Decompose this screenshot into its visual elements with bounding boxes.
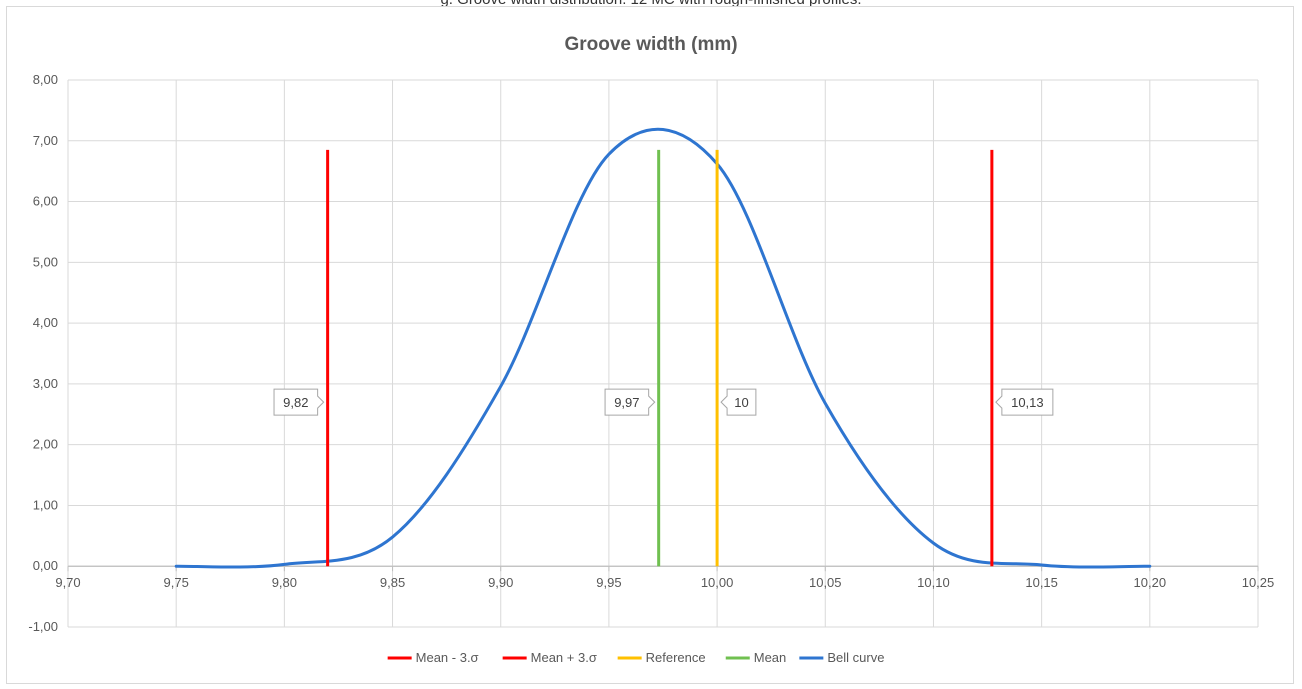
y-tick-label: 3,00 bbox=[33, 376, 58, 391]
y-tick-label: 2,00 bbox=[33, 437, 58, 452]
data-callout-label: 10,13 bbox=[1011, 395, 1044, 410]
legend-item-label: Mean + 3.σ bbox=[531, 650, 597, 665]
legend: Mean - 3.σ Mean + 3.σ Reference Mean Bell cu… bbox=[387, 650, 884, 665]
x-tick-label: 10,15 bbox=[1025, 575, 1058, 590]
y-tick-label: 8,00 bbox=[33, 72, 58, 87]
legend-item-label: Mean bbox=[754, 650, 787, 665]
data-callout-box bbox=[995, 388, 1054, 416]
legend-item-label: Bell curve bbox=[827, 650, 884, 665]
x-tick-label: 9,75 bbox=[164, 575, 189, 590]
figure-caption: g. Groove width distribution. 12 MC with… bbox=[0, 0, 1302, 8]
x-tick-label: 9,95 bbox=[596, 575, 621, 590]
y-tick-label: 7,00 bbox=[33, 133, 58, 148]
x-tick-label: 9,80 bbox=[272, 575, 297, 590]
legend-item-label: Reference bbox=[646, 650, 706, 665]
x-tick-label: 10,25 bbox=[1242, 575, 1275, 590]
legend-item-label: Mean - 3.σ bbox=[416, 650, 479, 665]
chart-area bbox=[6, 6, 1294, 684]
plot-series bbox=[174, 127, 1152, 569]
x-tick-label: 10,10 bbox=[917, 575, 950, 590]
vertical-lines bbox=[326, 149, 994, 567]
y-tick-label: 4,00 bbox=[33, 315, 58, 330]
bell-curve-line bbox=[174, 127, 1152, 569]
y-axis-ticks: 8,00 7,00 6,00 5,00 4,00 3,00 2,00 1,00 0,00 -1,0… bbox=[28, 72, 58, 634]
y-tick-label: 5,00 bbox=[33, 254, 58, 269]
y-tick-label: 1,00 bbox=[33, 497, 58, 512]
y-tick-label: -1,00 bbox=[28, 619, 58, 634]
x-tick-label: 9,85 bbox=[380, 575, 405, 590]
chart-title: Groove width (mm) bbox=[564, 34, 737, 55]
x-tick-label: 10,20 bbox=[1134, 575, 1167, 590]
x-tick-label: 10,00 bbox=[701, 575, 734, 590]
data-callout-label: 10 bbox=[734, 395, 748, 410]
y-tick-label: 0,00 bbox=[33, 558, 58, 573]
data-callout-box bbox=[720, 388, 757, 416]
x-axis-ticks: 9,70 9,75 9,80 9,85 9,90 9,95 10,00 10,05 10,10 1… bbox=[55, 575, 1274, 590]
y-tick-label: 6,00 bbox=[33, 194, 58, 209]
data-callout-label: 9,97 bbox=[614, 395, 639, 410]
data-callout-box bbox=[604, 388, 656, 416]
data-callout-box bbox=[273, 388, 325, 416]
x-tick-label: 9,70 bbox=[55, 575, 80, 590]
data-callout-label: 9,82 bbox=[283, 395, 308, 410]
x-tick-label: 10,05 bbox=[809, 575, 842, 590]
data-callouts: 9,82 10,13 10 9,97 bbox=[273, 388, 1054, 416]
x-tick-label: 9,90 bbox=[488, 575, 513, 590]
grid bbox=[67, 79, 1259, 628]
